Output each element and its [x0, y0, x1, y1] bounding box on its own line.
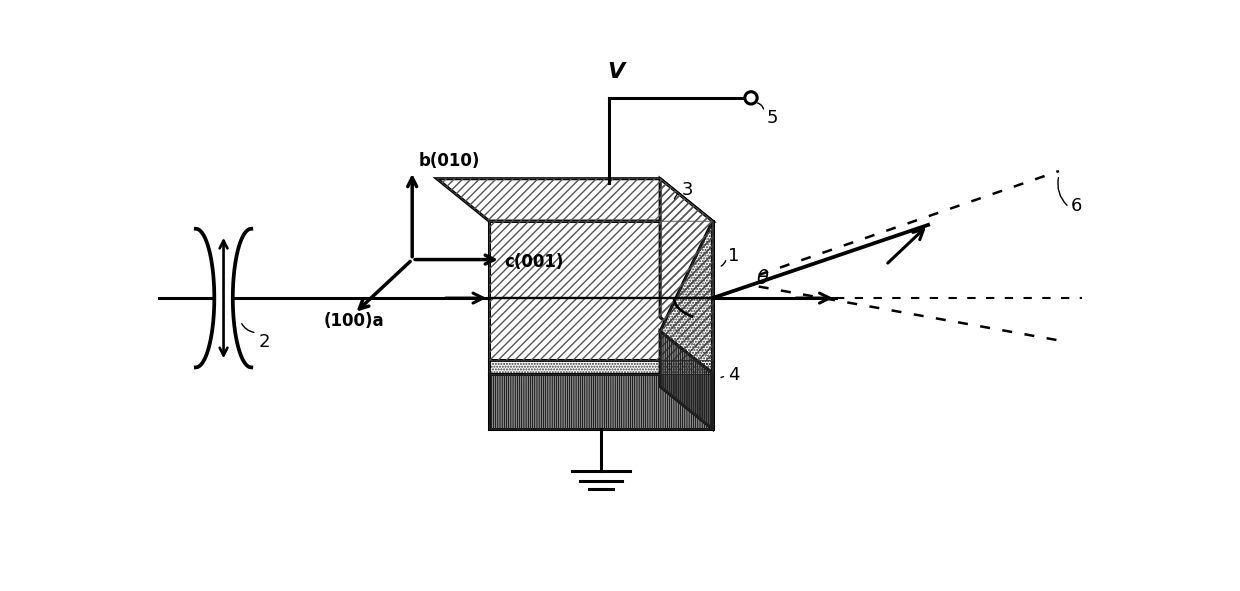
Polygon shape: [490, 221, 713, 360]
Polygon shape: [436, 178, 713, 221]
Text: 5: 5: [766, 109, 777, 128]
Text: 1: 1: [728, 246, 739, 265]
Polygon shape: [490, 374, 713, 429]
Text: V: V: [608, 63, 625, 83]
Text: b(010): b(010): [418, 152, 480, 170]
Text: θ: θ: [756, 269, 769, 288]
Polygon shape: [660, 331, 713, 429]
Text: 6: 6: [1070, 197, 1083, 215]
Polygon shape: [660, 221, 713, 374]
Circle shape: [745, 92, 758, 104]
Text: c(001): c(001): [505, 253, 564, 271]
Polygon shape: [490, 360, 713, 374]
Text: 2: 2: [258, 333, 270, 350]
Text: 3: 3: [682, 181, 693, 199]
Polygon shape: [660, 178, 713, 360]
Text: (100)a: (100)a: [324, 312, 384, 330]
Text: 4: 4: [728, 366, 739, 384]
Polygon shape: [196, 229, 252, 368]
